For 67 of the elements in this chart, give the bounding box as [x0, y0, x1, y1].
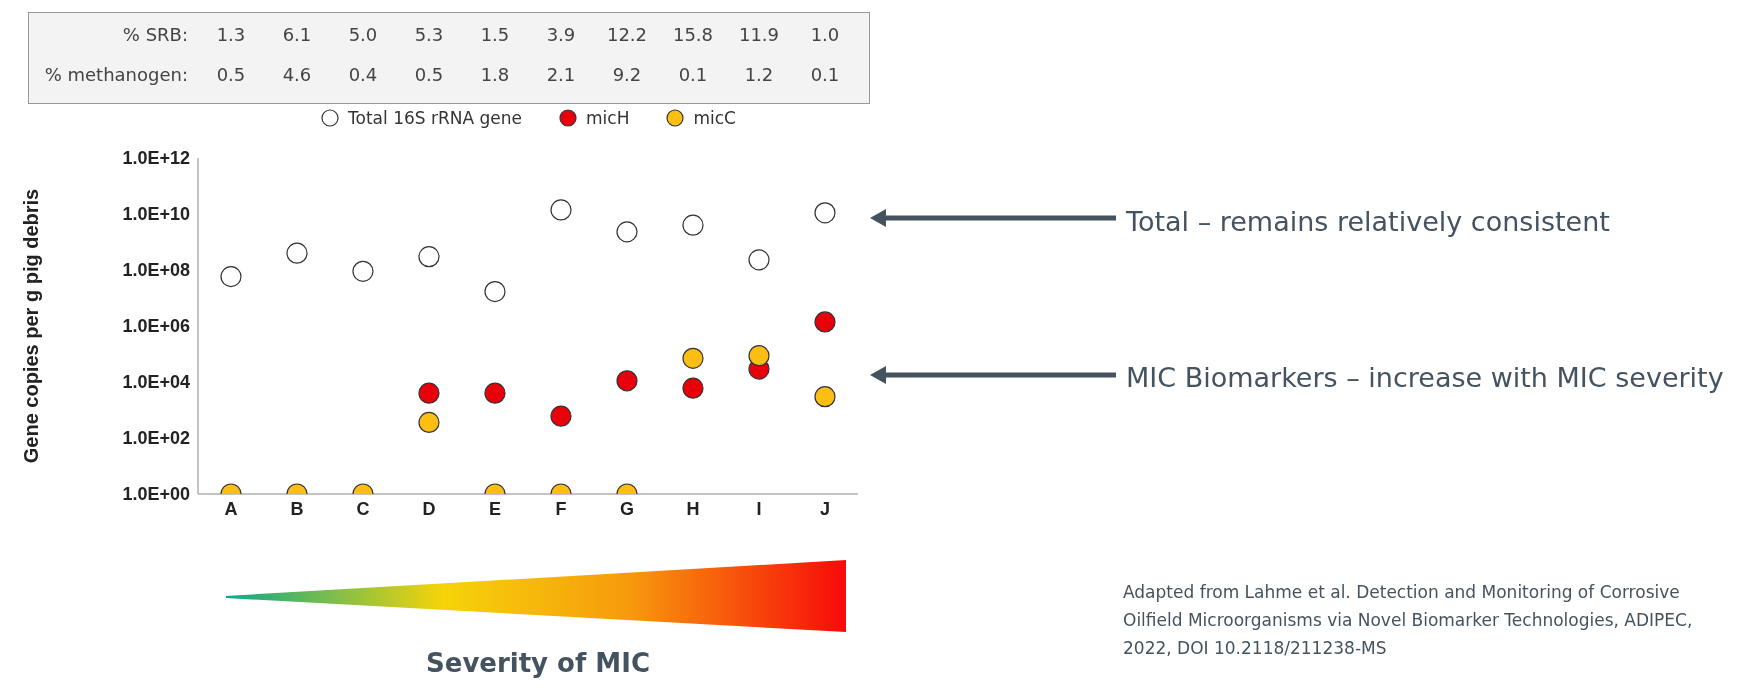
- x-tick-label: H: [686, 498, 700, 519]
- point: [682, 377, 704, 399]
- point: [418, 411, 440, 434]
- text: % SRB:: [122, 24, 188, 45]
- point: [550, 405, 572, 427]
- x-tick-label: G: [619, 498, 635, 519]
- text: 9.2: [611, 64, 643, 85]
- x-tick-label: E: [488, 498, 502, 519]
- point: [352, 260, 374, 282]
- point: [748, 345, 770, 367]
- point: [220, 266, 242, 288]
- point: [682, 347, 704, 369]
- legend-label: micH: [585, 108, 630, 128]
- text: 1.8: [479, 64, 511, 85]
- text: MIC Biomarkers – increase with MIC severity: [1126, 361, 1725, 395]
- text: 0.1: [677, 64, 709, 85]
- text: 1.3: [215, 24, 247, 45]
- x-axis-title: Severity of MIC: [425, 648, 651, 678]
- point: [814, 386, 836, 408]
- text: 0.5: [413, 64, 445, 85]
- text: 15.8: [671, 24, 715, 45]
- point: [418, 382, 440, 404]
- text: 1.5: [479, 24, 511, 45]
- text: 2.1: [545, 64, 577, 85]
- y-tick-label: 1.0E+10: [122, 204, 190, 225]
- legend-label: micC: [692, 108, 736, 128]
- text: 6.1: [281, 24, 313, 45]
- text: 12.2: [605, 24, 649, 45]
- x-tick-label: J: [819, 498, 831, 519]
- x-tick-label: F: [555, 498, 567, 519]
- text: 5.3: [413, 24, 445, 45]
- text: 0.4: [347, 64, 379, 85]
- text: 0.5: [215, 64, 247, 85]
- x-tick-label: D: [422, 498, 436, 519]
- y-tick-label: 1.0E+04: [122, 372, 190, 393]
- point: [748, 249, 770, 271]
- y-tick-label: 1.0E+12: [122, 148, 190, 169]
- text: 3.9: [545, 24, 577, 45]
- point: [682, 214, 704, 236]
- point: [616, 221, 638, 243]
- legend-label: Total 16S rRNA gene: [347, 108, 523, 128]
- text: % methanogen:: [44, 64, 188, 85]
- text: 0.1: [809, 64, 841, 85]
- text: 1.2: [743, 64, 775, 85]
- text: Total – remains relatively consistent: [1126, 205, 1611, 239]
- point: [814, 202, 836, 224]
- text: 1.0: [809, 24, 841, 45]
- point: [616, 370, 638, 392]
- y-tick-label: 1.0E+00: [122, 484, 190, 505]
- y-axis-title: Gene copies per g pig debris: [19, 187, 43, 466]
- x-tick-label: B: [290, 498, 304, 519]
- text: Adapted from Lahme et al. Detection and Monitoring of Corrosive Oilfield Microorganisms via Novel Biomarker Technologies, ADIPEC, 2022, DOI 10.2118/211238-MS: [1123, 581, 1694, 660]
- point: [286, 242, 308, 264]
- text: 5.0: [347, 24, 379, 45]
- y-tick-label: 1.0E+02: [122, 428, 190, 449]
- text: 4.6: [281, 64, 313, 85]
- y-tick-label: 1.0E+06: [122, 316, 190, 337]
- x-tick-label: I: [756, 498, 762, 519]
- x-tick-label: A: [224, 498, 238, 519]
- point: [550, 199, 572, 221]
- point: [484, 280, 506, 303]
- y-tick-label: 1.0E+08: [122, 260, 190, 281]
- point: [418, 246, 440, 268]
- point: [814, 311, 836, 333]
- point: [484, 382, 506, 404]
- text: 11.9: [737, 24, 781, 45]
- x-tick-label: C: [356, 498, 370, 519]
